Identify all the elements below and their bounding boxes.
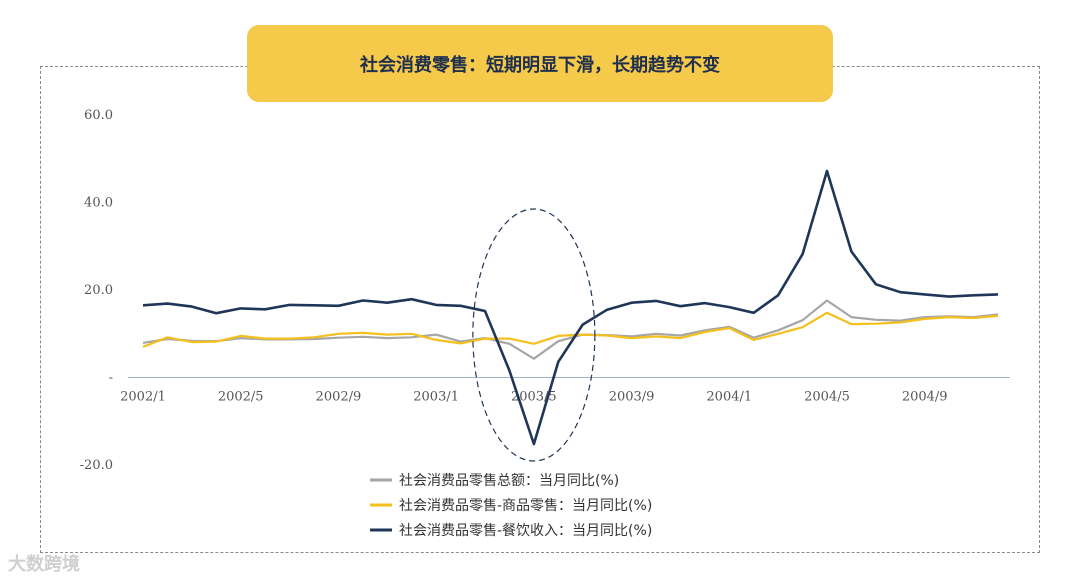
chart-title: 社会消费零售：短期明显下滑，长期趋势不变 (247, 25, 833, 102)
series-line-2 (142, 169, 999, 446)
x-tick-label: 2004/9 (902, 390, 948, 405)
y-tick-label: 60.0 (84, 108, 113, 123)
x-tick-label: 2003/5 (511, 390, 557, 405)
y-tick-label: -20.0 (80, 458, 113, 473)
x-tick-label: 2002/1 (120, 390, 166, 405)
watermark: 大数跨境 (8, 554, 80, 575)
x-tick-label: 2002/9 (316, 390, 362, 405)
series-line-1 (142, 311, 999, 348)
legend-label: 社会消费品零售-商品零售：当月同比(%) (399, 498, 652, 514)
y-tick-label: 20.0 (84, 283, 113, 298)
legend-label: 社会消费品零售总额：当月同比(%) (399, 473, 619, 489)
legend-label: 社会消费品零售-餐饮收入：当月同比(%) (399, 523, 652, 539)
x-tick-label: 2004/5 (804, 390, 850, 405)
x-tick-label: 2004/1 (706, 390, 752, 405)
x-tick-label: 2003/9 (609, 390, 655, 405)
y-tick-label: - (109, 371, 113, 386)
x-tick-label: 2003/1 (413, 390, 459, 405)
x-tick-label: 2002/5 (218, 390, 264, 405)
highlight-ellipse (472, 208, 596, 462)
y-tick-label: 40.0 (84, 196, 113, 211)
